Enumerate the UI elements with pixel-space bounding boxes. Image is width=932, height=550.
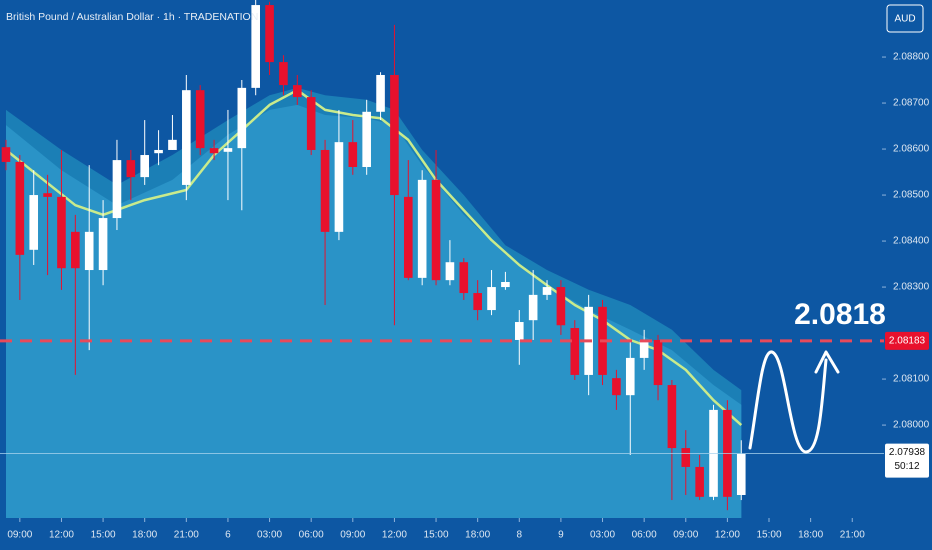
x-tick-label: 18:00 — [132, 530, 157, 541]
candle-body — [556, 287, 566, 326]
last-price-box — [885, 443, 929, 478]
candle-body — [501, 282, 510, 288]
candle-body — [195, 90, 205, 149]
candle-body — [473, 293, 482, 311]
x-tick-label: 21:00 — [174, 530, 199, 541]
x-axis-strip — [0, 518, 932, 550]
candle-body — [417, 179, 427, 278]
last-price-label: 2.07938 — [889, 447, 926, 458]
candle-body — [279, 62, 288, 86]
x-tick-label: 15:00 — [424, 530, 449, 541]
y-tick-label: 2.08000 — [893, 420, 930, 431]
y-tick-label: 2.08300 — [893, 282, 930, 293]
y-tick-label: 2.08500 — [893, 190, 930, 201]
candle-body — [265, 5, 274, 63]
candle-body — [334, 142, 344, 232]
candle-body — [98, 218, 108, 271]
x-tick-label: 12:00 — [382, 530, 407, 541]
candle-body — [1, 147, 11, 162]
x-tick-label: 18:00 — [465, 530, 490, 541]
x-tick-label: 03:00 — [590, 530, 615, 541]
candle-body — [168, 139, 177, 150]
candle-body — [84, 231, 94, 271]
candle-body — [348, 142, 358, 167]
y-tick-label: 2.08700 — [893, 98, 930, 109]
x-tick-label: 6 — [225, 530, 231, 541]
candle-body — [459, 262, 469, 294]
candle-body — [126, 160, 136, 178]
chart-title: British Pound / Australian Dollar · 1h ·… — [6, 11, 258, 23]
currency-box — [886, 4, 924, 33]
x-tick-label: 18:00 — [798, 530, 823, 541]
x-tick-label: 09:00 — [673, 530, 698, 541]
y-tick-label: 2.08100 — [893, 374, 930, 385]
x-tick-label: 8 — [517, 530, 523, 541]
candle-body — [653, 339, 663, 386]
candle-body — [528, 294, 538, 321]
candle-body — [320, 149, 330, 232]
x-tick-label: 09:00 — [7, 530, 32, 541]
candle-body — [112, 160, 122, 219]
x-tick-label: 21:00 — [840, 530, 865, 541]
candle-body — [182, 90, 191, 185]
candle-body — [154, 149, 163, 154]
wave-arrow — [748, 350, 828, 454]
candle-body — [362, 111, 371, 167]
candle-body — [251, 5, 260, 88]
plot-area — [1, 0, 746, 519]
countdown-label: 50:12 — [894, 461, 919, 472]
arrow-head — [814, 350, 840, 374]
candle-body — [570, 328, 580, 375]
candle-body — [625, 357, 635, 396]
x-tick-label: 06:00 — [299, 530, 324, 541]
candle-body — [695, 466, 704, 497]
candle-body — [639, 339, 649, 358]
candle-body — [29, 195, 39, 250]
candle-body — [542, 287, 552, 295]
candle-body — [43, 193, 52, 197]
annotation: 2.0818 — [794, 298, 886, 331]
candle-body — [681, 448, 691, 467]
candle-body — [57, 196, 66, 269]
y-tick-label: 2.08800 — [893, 52, 930, 63]
x-tick-label: 12:00 — [715, 530, 740, 541]
candle-body — [223, 148, 233, 152]
candle-body — [237, 87, 247, 149]
x-tick-label: 15:00 — [756, 530, 781, 541]
candle-body — [376, 74, 385, 112]
candle-body — [71, 231, 80, 269]
y-tick-label: 2.08400 — [893, 236, 930, 247]
y-tick-label: 2.08600 — [893, 144, 930, 155]
band-lower-area — [6, 104, 742, 519]
target-price-label: 2.08183 — [889, 336, 926, 347]
x-tick-label: 09:00 — [340, 530, 365, 541]
candle-body — [431, 179, 441, 281]
candle-body — [612, 378, 621, 396]
x-tick-label: 06:00 — [632, 530, 657, 541]
candle-body — [140, 155, 150, 178]
candle-body — [514, 322, 524, 340]
candle-body — [403, 196, 413, 278]
target-price-box — [885, 331, 929, 350]
candle-body — [487, 287, 496, 311]
candle-body — [390, 74, 399, 196]
x-tick-label: 03:00 — [257, 530, 282, 541]
candle-body — [736, 453, 746, 495]
x-tick-label: 9 — [558, 530, 564, 541]
candle-body — [667, 385, 677, 449]
candle-body — [306, 97, 316, 150]
x-tick-label: 15:00 — [91, 530, 116, 541]
candle-body — [15, 161, 25, 255]
candle-body — [293, 85, 302, 98]
x-tick-label: 12:00 — [49, 530, 74, 541]
currency-label: AUD — [894, 14, 915, 25]
candle-body — [209, 148, 219, 154]
candle-body — [445, 262, 455, 281]
